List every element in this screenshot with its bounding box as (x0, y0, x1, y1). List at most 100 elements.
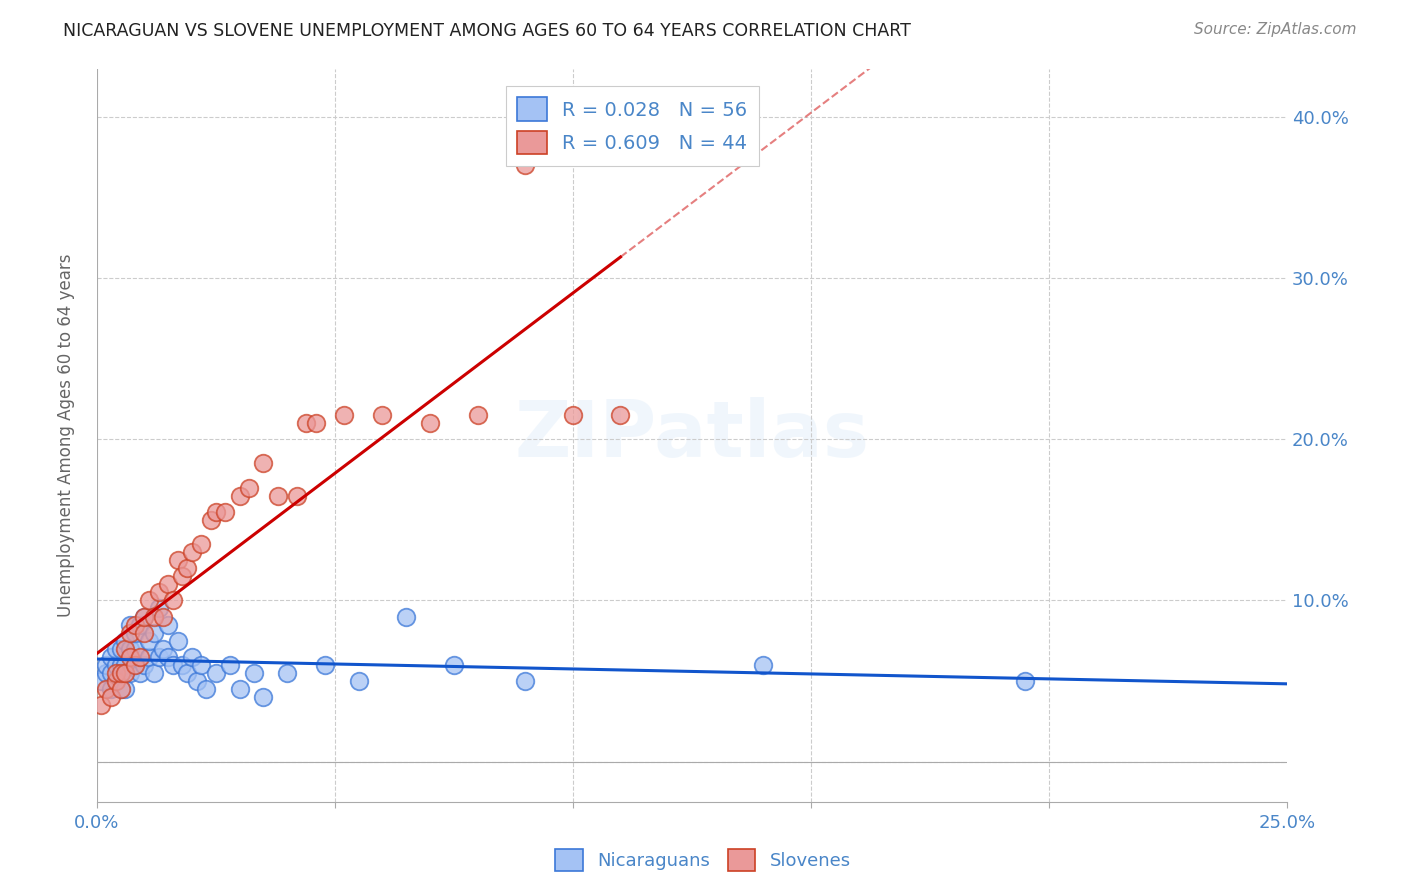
Point (157, 649, 180, 664)
Point (1014, 673, 1036, 688)
Point (305, 416, 328, 430)
Point (104, 657, 127, 672)
Point (162, 657, 184, 672)
Text: NICARAGUAN VS SLOVENE UNEMPLOYMENT AMONG AGES 60 TO 64 YEARS CORRELATION CHART: NICARAGUAN VS SLOVENE UNEMPLOYMENT AMONG… (63, 22, 911, 40)
Point (238, 481, 260, 495)
Point (181, 545, 204, 559)
Point (114, 633, 136, 648)
Point (166, 553, 188, 567)
Point (157, 617, 180, 632)
Point (142, 625, 165, 640)
Point (134, 609, 156, 624)
Point (104, 665, 127, 680)
Point (100, 649, 122, 664)
Point (104, 673, 127, 688)
Point (104, 673, 127, 688)
Point (90, 673, 112, 688)
Point (142, 609, 165, 624)
Legend: R = 0.028   N = 56, R = 0.609   N = 44: R = 0.028 N = 56, R = 0.609 N = 44 (506, 86, 759, 166)
Point (419, 416, 441, 430)
Point (515, 673, 537, 688)
Point (186, 673, 208, 688)
Point (110, 641, 132, 656)
Point (96, 682, 118, 697)
Point (138, 649, 160, 664)
Point (333, 408, 356, 422)
Point (134, 657, 156, 672)
Point (190, 537, 212, 551)
Point (110, 657, 132, 672)
Point (252, 457, 274, 471)
Point (124, 641, 146, 656)
Point (148, 601, 170, 615)
Point (114, 641, 136, 656)
Point (172, 569, 194, 583)
Point (561, 408, 583, 422)
Point (114, 665, 136, 680)
Point (118, 641, 141, 656)
Point (118, 649, 141, 664)
Point (467, 408, 489, 422)
Point (128, 665, 150, 680)
Point (134, 625, 156, 640)
Point (162, 593, 184, 607)
Point (166, 633, 188, 648)
Point (100, 682, 122, 697)
Point (114, 657, 136, 672)
Point (204, 505, 226, 519)
Point (243, 665, 266, 680)
Point (314, 657, 336, 672)
Point (443, 657, 465, 672)
Point (228, 682, 250, 697)
Point (176, 561, 198, 575)
Point (181, 649, 204, 664)
Point (285, 489, 308, 503)
Point (190, 657, 212, 672)
Point (395, 609, 418, 624)
Point (96, 665, 118, 680)
Point (128, 617, 150, 632)
Point (124, 625, 146, 640)
Point (195, 682, 218, 697)
Point (124, 617, 146, 632)
Point (118, 617, 141, 632)
Point (118, 625, 141, 640)
Point (100, 690, 122, 705)
Point (134, 609, 156, 624)
Text: ZIPatlas: ZIPatlas (515, 397, 869, 474)
Y-axis label: Unemployment Among Ages 60 to 64 years: Unemployment Among Ages 60 to 64 years (58, 253, 75, 617)
Point (148, 585, 170, 599)
Point (114, 682, 136, 697)
Point (266, 489, 288, 503)
Point (172, 657, 194, 672)
Point (124, 657, 146, 672)
Point (142, 665, 165, 680)
Legend: Nicaraguans, Slovenes: Nicaraguans, Slovenes (548, 842, 858, 879)
Point (752, 657, 775, 672)
Point (515, 158, 537, 172)
Point (148, 649, 170, 664)
Point (200, 513, 222, 527)
Point (228, 489, 250, 503)
Point (118, 665, 141, 680)
Point (276, 665, 298, 680)
Point (347, 673, 370, 688)
Text: Source: ZipAtlas.com: Source: ZipAtlas.com (1194, 22, 1357, 37)
Point (609, 408, 631, 422)
Point (124, 657, 146, 672)
Point (214, 505, 236, 519)
Point (157, 577, 180, 591)
Point (138, 633, 160, 648)
Point (100, 665, 122, 680)
Point (176, 665, 198, 680)
Point (128, 649, 150, 664)
Point (204, 665, 226, 680)
Point (104, 641, 127, 656)
Point (110, 665, 132, 680)
Point (110, 682, 132, 697)
Point (90, 698, 112, 713)
Point (252, 690, 274, 705)
Point (138, 593, 160, 607)
Point (152, 609, 174, 624)
Point (110, 682, 132, 697)
